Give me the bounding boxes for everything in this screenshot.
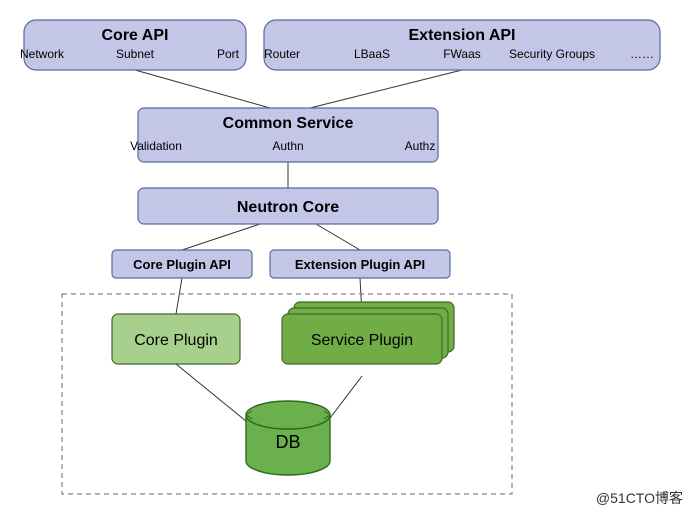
service-plugin-node: Service Plugin	[282, 302, 454, 364]
svg-text:Router: Router	[264, 47, 300, 61]
svg-text:DB: DB	[275, 432, 300, 452]
svg-text:FWaas: FWaas	[443, 47, 481, 61]
svg-text:Service Plugin: Service Plugin	[311, 332, 413, 349]
core-api-node: Core API Network Subnet Port	[20, 20, 246, 70]
svg-text:……: ……	[630, 47, 654, 61]
db-node: DB	[246, 401, 330, 475]
svg-text:Port: Port	[217, 47, 240, 61]
neutron-core-node: Neutron Core	[138, 188, 438, 224]
svg-text:Subnet: Subnet	[116, 47, 155, 61]
extension-plugin-api-node: Extension Plugin API	[270, 250, 450, 278]
core-api-node-title: Core API	[102, 27, 169, 44]
svg-text:Authz: Authz	[405, 139, 436, 153]
svg-text:Extension Plugin API: Extension Plugin API	[295, 257, 425, 272]
svg-text:Validation: Validation	[130, 139, 182, 153]
svg-text:Network: Network	[20, 47, 65, 61]
architecture-diagram: Core API Network Subnet Port Extension API Ro…	[0, 0, 691, 514]
extension-api-node: Extension API Router LBaaS FWaas Security Gr…	[264, 20, 660, 70]
core-plugin-node: Core Plugin	[112, 314, 240, 364]
common-service-node-title: Common Service	[223, 115, 354, 132]
common-service-node: Common Service Validation Authn Authz	[130, 108, 438, 162]
svg-text:Core Plugin: Core Plugin	[134, 332, 218, 349]
core-plugin-api-node: Core Plugin API	[112, 250, 252, 278]
svg-text:Neutron Core: Neutron Core	[237, 199, 339, 216]
extension-api-node-title: Extension API	[409, 27, 516, 44]
svg-text:Core Plugin API: Core Plugin API	[133, 257, 231, 272]
watermark-text: @51CTO博客	[596, 488, 683, 508]
svg-text:Authn: Authn	[272, 139, 303, 153]
svg-text:LBaaS: LBaaS	[354, 47, 390, 61]
svg-text:Security Groups: Security Groups	[509, 47, 595, 61]
